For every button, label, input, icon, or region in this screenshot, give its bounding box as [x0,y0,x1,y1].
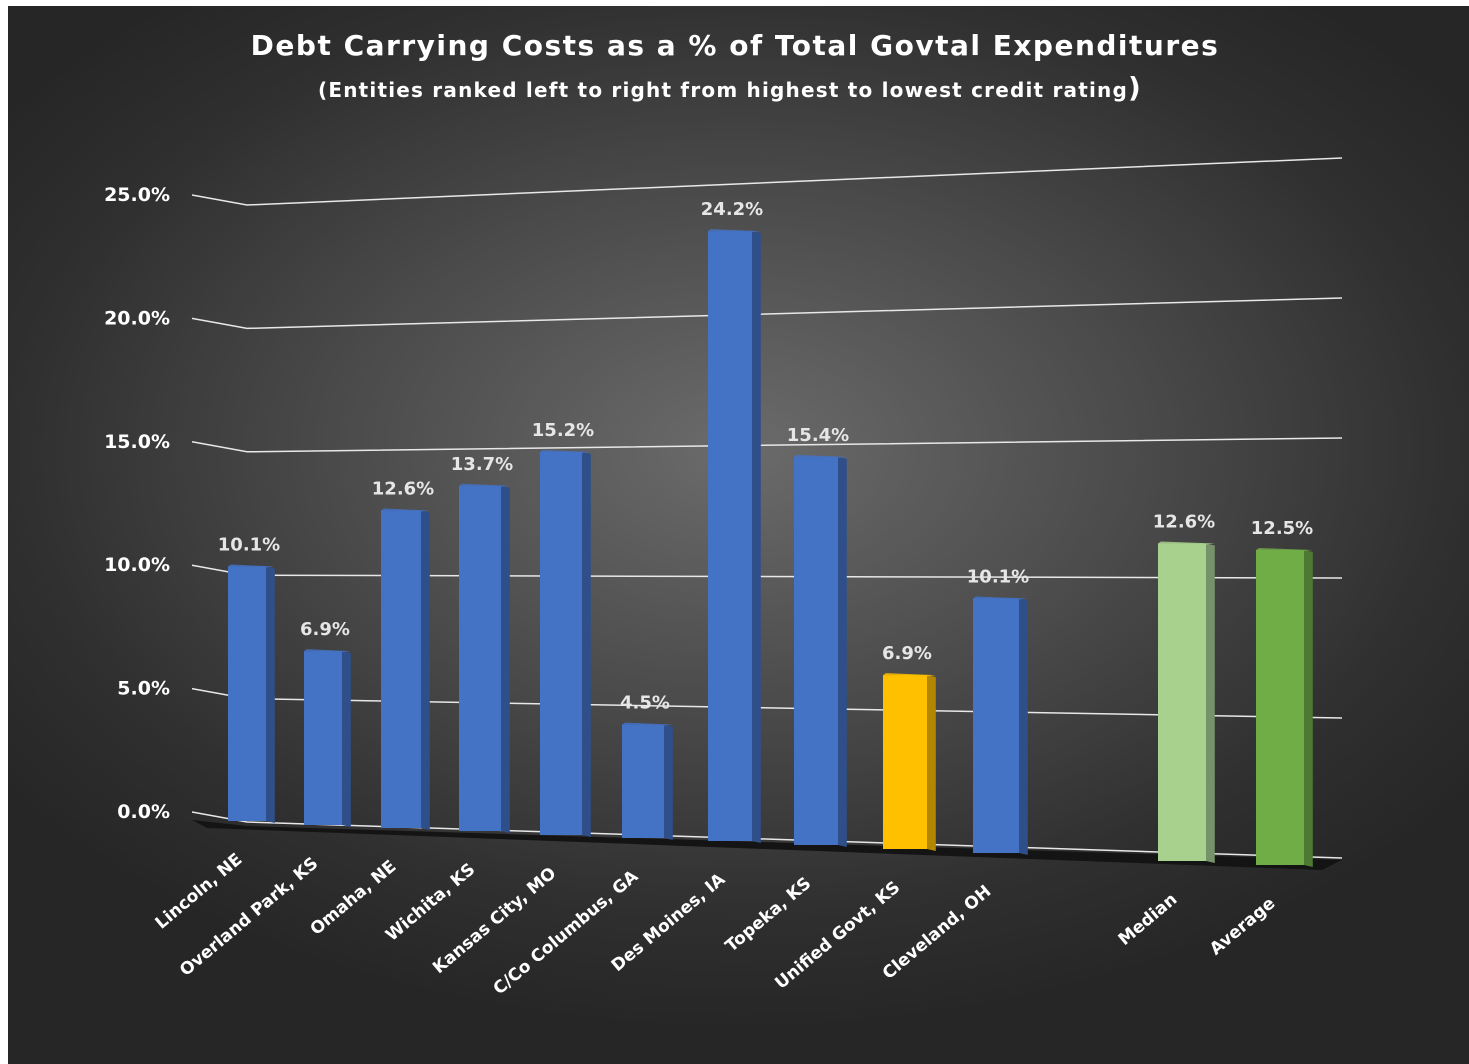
bars [228,229,1313,867]
data-label: 15.4% [787,425,849,446]
gridline [191,297,1343,330]
bar [883,673,936,851]
chart-floor [192,820,1342,870]
bar [622,722,673,840]
data-label: 13.7% [451,454,513,475]
chart-subtitle-main: (Entities ranked left to right from high… [318,78,1128,102]
bar-side [752,231,761,843]
bar-side [1304,550,1313,867]
y-tick-label: 15.0% [104,431,170,453]
bar-side [421,510,430,830]
bar-side [1206,543,1215,863]
y-axis-ticks: 0.0% 5.0% 10.0% 15.0% 20.0% 25.0% [104,184,170,823]
y-tick-label: 25.0% [104,184,170,206]
y-tick-label: 5.0% [117,678,170,700]
bar-front [540,451,582,835]
bar-side [266,566,275,823]
bar-front [622,724,664,838]
chart-subtitle-paren: ) [1128,71,1142,104]
data-label: 12.6% [372,478,434,499]
bar [1256,548,1313,867]
data-label: 6.9% [882,643,932,664]
y-tick-label: 20.0% [104,307,170,329]
bar-front [1158,543,1206,861]
data-label: 4.5% [620,693,670,714]
bar [304,649,351,827]
category-label: Average [1206,894,1279,960]
bar-side [927,675,936,851]
bar-side [664,724,673,840]
bar-front [973,598,1019,853]
bar-side [1019,598,1028,855]
gridline [191,157,1343,206]
y-tick-label: 10.0% [104,554,170,576]
category-label: Topeka, KS [722,874,816,957]
data-label: 10.1% [967,566,1029,587]
bar [794,454,847,847]
bar-side [582,451,591,837]
category-label: Overland Park, KS [176,854,322,981]
bar [459,483,510,833]
bar-side [838,456,847,847]
bar [973,596,1028,855]
bar-front [228,566,266,821]
gridline [191,437,1343,453]
bar-front [381,510,421,828]
data-label: 12.5% [1251,518,1313,539]
category-label: C/Co Columbus, GA [490,866,643,999]
data-label: 12.6% [1153,511,1215,532]
bar-front [1256,550,1304,865]
data-label: 24.2% [701,199,763,220]
data-label: 15.2% [532,420,594,441]
y-tick-label: 0.0% [117,801,170,823]
data-label: 10.1% [218,534,280,555]
bar-side [501,485,510,833]
bar-front [794,456,838,845]
bar-front [883,675,927,849]
category-label: Median [1115,890,1182,950]
bar-front [708,231,752,841]
data-labels: 10.1% 6.9% 12.6% 13.7% 15.2% 4.5% 24.2% 15.4% 6.… [218,199,1313,713]
bar-side [342,651,351,827]
chart-title: Debt Carrying Costs as a % of Total Govt… [251,29,1220,62]
bar [381,508,430,830]
bar [540,449,591,837]
bar [228,564,275,823]
data-label: 6.9% [300,619,350,640]
bar [708,229,761,843]
bar-front [304,651,342,825]
bar [1158,541,1215,863]
chart-subtitle: (Entities ranked left to right from high… [318,71,1142,104]
floor-slab [192,820,1342,870]
bar-front [459,485,501,831]
